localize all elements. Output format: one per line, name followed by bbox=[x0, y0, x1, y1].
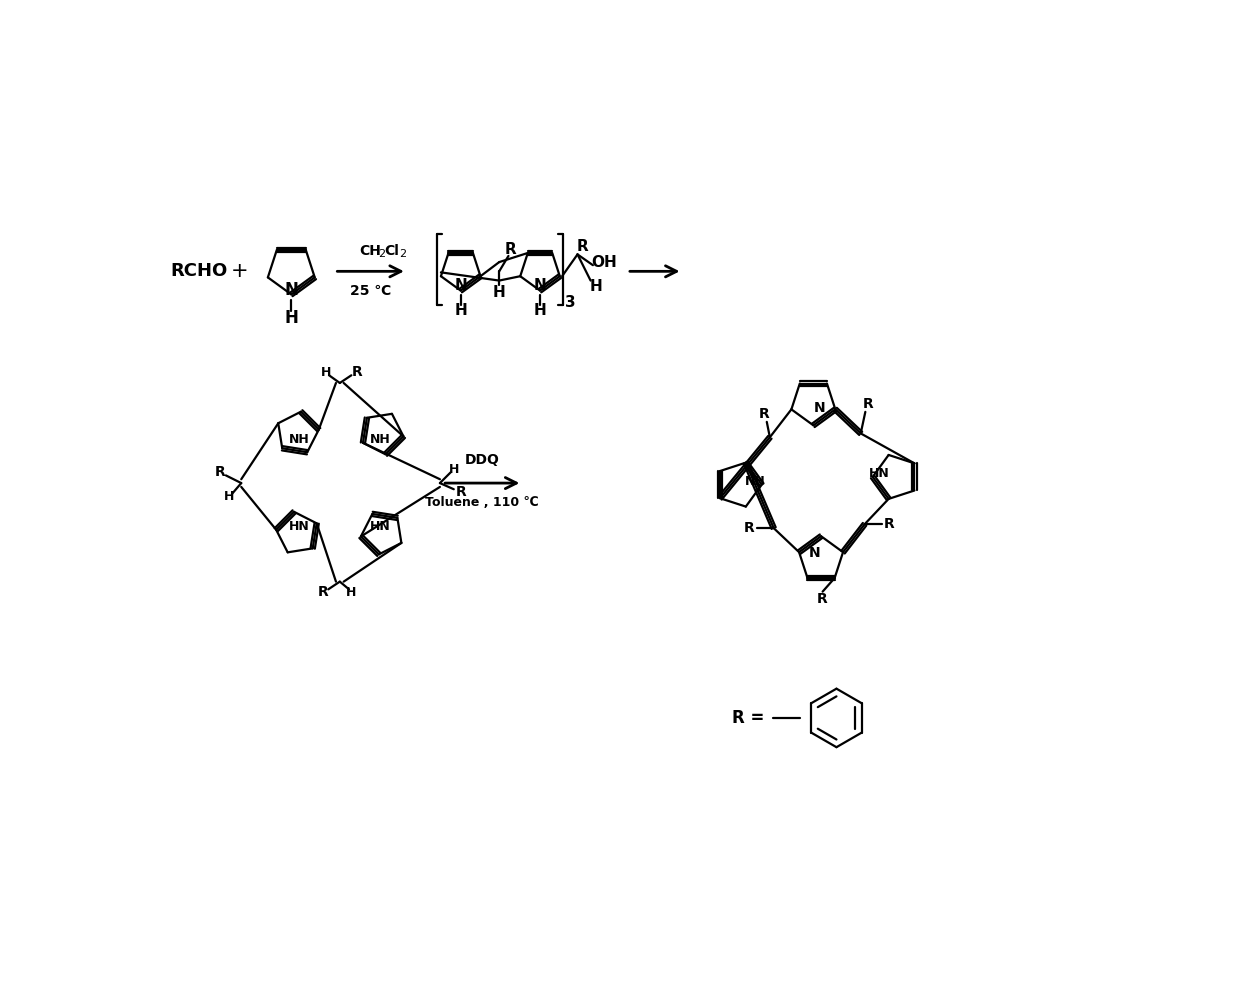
Text: R: R bbox=[505, 242, 517, 257]
Text: R =: R = bbox=[731, 709, 764, 727]
Text: H: H bbox=[533, 303, 547, 318]
Text: HN: HN bbox=[868, 468, 890, 481]
Text: RCHO: RCHO bbox=[171, 262, 228, 280]
Text: H: H bbox=[493, 285, 506, 300]
Text: H: H bbox=[224, 491, 234, 503]
Text: R: R bbox=[883, 517, 895, 531]
Text: N: N bbox=[814, 402, 825, 416]
Text: H: H bbox=[346, 586, 356, 599]
Text: R: R bbox=[759, 407, 769, 421]
Text: N: N bbox=[455, 278, 467, 293]
Text: N: N bbox=[533, 278, 547, 293]
Text: HN: HN bbox=[289, 520, 309, 533]
Text: 25 ℃: 25 ℃ bbox=[350, 283, 391, 297]
Text: +: + bbox=[231, 261, 248, 281]
Text: NH: NH bbox=[745, 475, 766, 489]
Text: N: N bbox=[809, 546, 821, 560]
Text: H: H bbox=[320, 366, 331, 379]
Text: R: R bbox=[863, 397, 873, 411]
Text: CH: CH bbox=[360, 243, 381, 257]
Text: H: H bbox=[589, 279, 602, 294]
Text: N: N bbox=[284, 281, 298, 299]
Text: R: R bbox=[318, 585, 328, 599]
Text: R: R bbox=[577, 239, 589, 254]
Text: R: R bbox=[456, 486, 467, 499]
Text: NH: NH bbox=[289, 433, 309, 446]
Text: H: H bbox=[449, 463, 459, 476]
Text: R: R bbox=[351, 365, 363, 379]
Text: HN: HN bbox=[370, 520, 391, 533]
Text: H: H bbox=[455, 303, 467, 318]
Text: NH: NH bbox=[370, 433, 391, 446]
Text: R: R bbox=[214, 466, 226, 480]
Text: 3: 3 bbox=[566, 295, 576, 310]
Text: Cl: Cl bbox=[384, 243, 399, 257]
Text: H: H bbox=[284, 308, 298, 327]
Text: Toluene , 110 ℃: Toluene , 110 ℃ bbox=[425, 496, 540, 508]
Text: R: R bbox=[744, 521, 754, 535]
Text: 2: 2 bbox=[379, 249, 386, 259]
Text: DDQ: DDQ bbox=[465, 453, 500, 467]
Text: R: R bbox=[817, 592, 829, 606]
Text: OH: OH bbox=[591, 254, 617, 269]
Text: 2: 2 bbox=[400, 249, 406, 259]
